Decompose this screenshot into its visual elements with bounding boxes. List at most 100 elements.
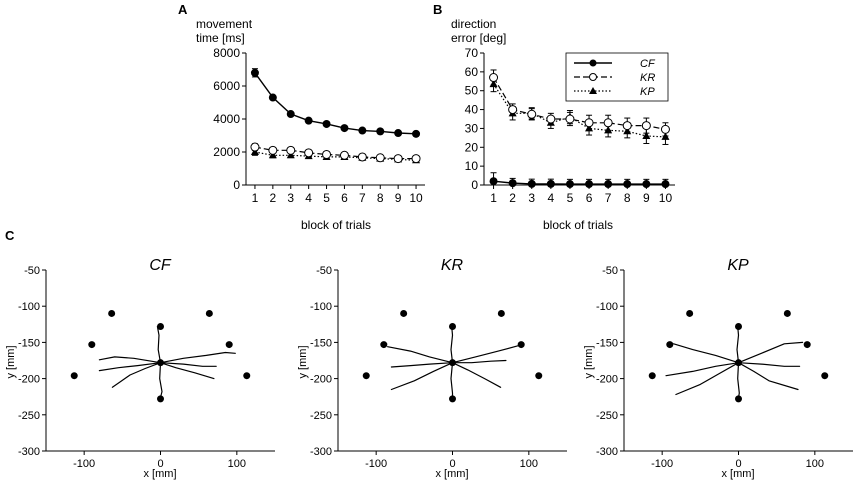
b-xtick-label-4: 4 <box>548 191 555 205</box>
c-kp-xtick-label-0: 0 <box>735 458 741 470</box>
panel-c-title-cf: CF <box>149 257 172 274</box>
c-cf-trajectory-5 <box>159 362 163 398</box>
panel-c-kp-ylabel: y [mm] <box>583 346 595 379</box>
c-kp-target-1 <box>735 322 742 330</box>
c-kr-target-3 <box>517 341 525 349</box>
c-cf-ytick-label--200: -200 <box>18 374 40 386</box>
panel-a-xlabel: block of trials <box>301 218 371 232</box>
c-kr-ytick-label--200: -200 <box>310 374 332 386</box>
b-kr-line <box>493 77 666 130</box>
a-kr-point-3 <box>286 145 296 155</box>
c-kr-xtick-label-0: 0 <box>449 458 455 470</box>
c-kr-trajectory-3 <box>451 359 507 364</box>
c-cf-target-4 <box>243 372 251 380</box>
a-kr-point-2 <box>268 145 278 155</box>
b-cf-point-1 <box>489 177 498 186</box>
b-ytick-label-0: 0 <box>471 178 478 192</box>
c-cf-ytick-label--150: -150 <box>18 337 40 349</box>
c-kp-ytick-label--200: -200 <box>596 374 618 386</box>
b-xtick-label-10: 10 <box>659 191 673 205</box>
b-ytick-label-60: 60 <box>465 65 479 79</box>
c-cf-xtick-label-0: 0 <box>157 458 163 470</box>
c-kr-target-5 <box>449 395 456 403</box>
b-cf-point-9 <box>642 180 651 189</box>
panel-b-letter: B <box>433 2 442 17</box>
c-cf-ytick-label--50: -50 <box>24 265 40 277</box>
c-cf-ytick-label--100: -100 <box>18 301 40 313</box>
a-kr-point-8 <box>375 153 385 163</box>
c-cf-trajectory-3 <box>159 362 217 367</box>
b-cf-point-5 <box>565 180 574 189</box>
c-kp-target-7 <box>666 341 674 349</box>
c-kr-target-6 <box>362 372 370 380</box>
c-kp-ytick-label--50: -50 <box>602 265 618 277</box>
b-cf-point-3 <box>527 179 536 188</box>
a-kp-line <box>254 151 417 161</box>
a-kr-point-5 <box>322 149 332 159</box>
b-kr-point-1 <box>489 73 499 83</box>
c-kp-trajectory-1 <box>736 325 740 364</box>
c-cf-target-7 <box>88 341 96 349</box>
a-cf-point-8 <box>376 127 385 136</box>
plot-a: 0 2000 4000 6000 8000 1 2 3 4 5 6 7 8 9 10 <box>213 46 425 205</box>
c-kp-target-3 <box>803 341 811 349</box>
legend-kr-marker <box>589 73 597 81</box>
c-kp-target-5 <box>735 395 742 403</box>
a-xtick-label-5: 5 <box>323 191 330 205</box>
a-xtick-label-9: 9 <box>395 191 402 205</box>
c-kp-target-4 <box>821 372 829 380</box>
a-cf-point-3 <box>286 110 295 119</box>
c-kp-xtick-label--100: -100 <box>651 458 673 470</box>
c-cf-target-1 <box>157 322 164 330</box>
b-ytick-label-10: 10 <box>465 159 479 173</box>
panel-b-xlabel: block of trials <box>543 218 613 232</box>
c-kr-trajectory-1 <box>450 325 454 364</box>
c-cf-target-5 <box>157 395 164 403</box>
panel-a-letter: A <box>178 2 188 17</box>
panel-c-title-kr: KR <box>441 257 464 274</box>
c-kp-trajectory-7 <box>665 362 740 377</box>
a-cf-point-9 <box>394 129 403 138</box>
a-kr-line <box>254 146 416 160</box>
c-cf-trajectory-6 <box>111 362 162 388</box>
c-cf-target-2 <box>205 309 213 317</box>
b-cf-point-4 <box>546 179 555 188</box>
c-cf-trajectory-1 <box>156 325 162 364</box>
b-ytick-label-30: 30 <box>465 121 479 135</box>
a-kr-point-6 <box>339 150 349 160</box>
a-xtick-label-10: 10 <box>409 191 423 205</box>
a-cf-point-2 <box>268 93 277 102</box>
legend-kr-label: KR <box>640 72 655 84</box>
a-xtick-label-7: 7 <box>359 191 366 205</box>
b-xtick-label-6: 6 <box>586 191 593 205</box>
a-kr-point-9 <box>393 154 403 164</box>
panel-a-ylabel-line1: movement <box>196 17 253 31</box>
panel-c-kr-ylabel: y [mm] <box>297 346 309 379</box>
c-kr-trajectory-6 <box>390 362 454 391</box>
b-xtick-label-3: 3 <box>528 191 535 205</box>
c-kr-trajectory-8 <box>387 346 454 364</box>
c-kr-target-2 <box>497 309 505 317</box>
a-cf-point-1 <box>250 68 259 77</box>
panel-c-kp-xlabel: x [mm] <box>722 468 755 480</box>
b-ytick-label-70: 70 <box>465 46 479 60</box>
c-kp-target-8 <box>686 309 694 317</box>
panel-c-kr-xlabel: x [mm] <box>436 468 469 480</box>
panel-a-ylabel-line2: time [ms] <box>196 31 245 45</box>
c-kp-ytick-label--100: -100 <box>596 301 618 313</box>
c-kr-trajectory-2 <box>451 344 521 364</box>
c-cf-target-3 <box>225 341 233 349</box>
plot-c-kr: -50 -100 -150 -200 -250 -300 -100 0 100 <box>310 265 567 470</box>
legend-cf-label: CF <box>640 58 656 70</box>
c-cf-target-8 <box>108 309 116 317</box>
c-cf-trajectory-4 <box>159 362 215 380</box>
c-kr-target-8 <box>400 309 408 317</box>
c-kp-ytick-label--250: -250 <box>596 410 618 422</box>
a-kr-point-10 <box>411 154 421 164</box>
b-kr-point-8 <box>622 121 632 131</box>
c-kr-trajectory-5 <box>450 362 454 398</box>
b-cf-line <box>493 180 666 185</box>
a-xtick-label-3: 3 <box>287 191 294 205</box>
a-cf-line <box>254 72 417 135</box>
b-xtick-label-2: 2 <box>509 191 516 205</box>
